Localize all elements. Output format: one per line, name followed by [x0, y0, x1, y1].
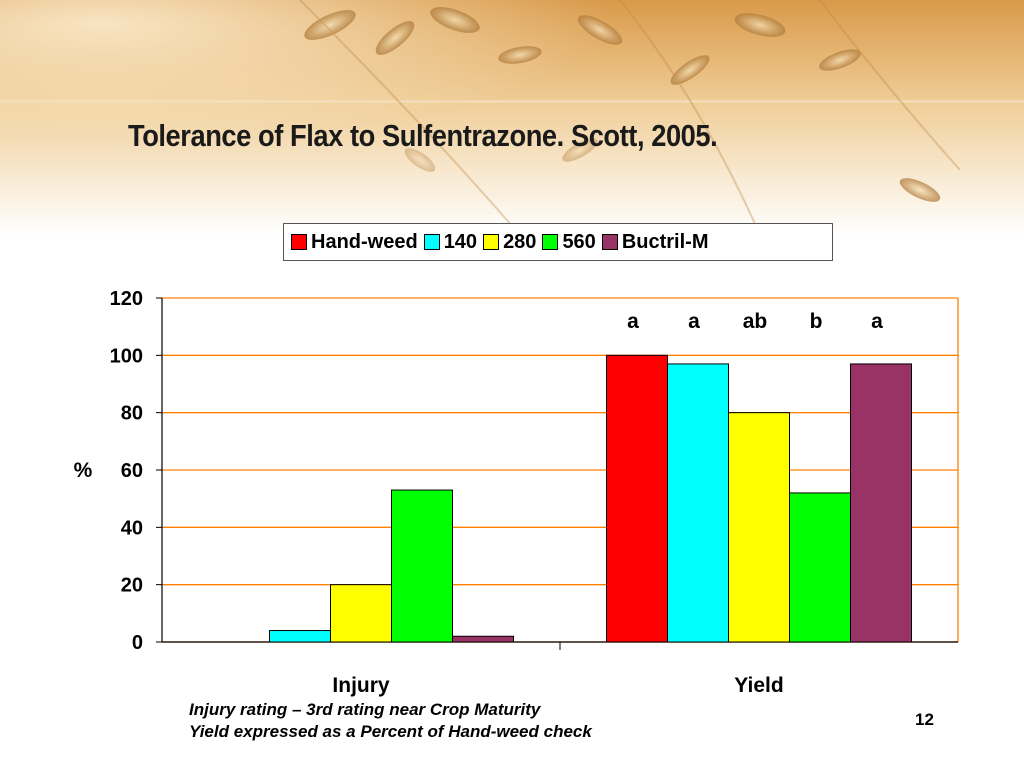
- y-tick-label: 80: [121, 403, 143, 425]
- y-tick-label: 100: [110, 345, 143, 367]
- significance-label: a: [627, 310, 639, 333]
- legend-label-560: 560: [562, 230, 596, 253]
- legend-item-140: 140: [423, 230, 478, 254]
- significance-label: b: [810, 310, 823, 333]
- legend-item-hand-weed: Hand-weed: [291, 231, 418, 254]
- legend-swatch-hand-weed: [291, 234, 307, 250]
- slide-title: Tolerance of Flax to Sulfentrazone. Scot…: [128, 118, 718, 153]
- bar-injury-560: [391, 489, 453, 643]
- legend-item-280: 280: [483, 231, 536, 254]
- chart-bars: [269, 354, 912, 643]
- bar-injury-140: [269, 630, 331, 643]
- significance-label: ab: [743, 310, 768, 333]
- decorative-banner: [0, 0, 1024, 235]
- bar-yield-hand-weed: [606, 354, 668, 643]
- chart-gridlines: [156, 297, 959, 650]
- y-axis-label: %: [74, 459, 93, 482]
- legend-label-buctril-m: Buctril-M: [621, 230, 709, 253]
- y-tick-label: 0: [132, 632, 143, 654]
- x-category-label: Yield: [734, 674, 783, 697]
- bar-yield-140: [667, 363, 729, 643]
- bar-injury-buctril-m: [452, 635, 514, 643]
- bar-yield-560: [789, 492, 851, 643]
- significance-label: a: [688, 310, 700, 333]
- chart-legend: Hand-weed 140 280 560 Buctril-M: [283, 223, 833, 261]
- legend-label-280: 280: [503, 230, 537, 253]
- x-category-label: Injury: [332, 674, 389, 697]
- legend-label-hand-weed: Hand-weed: [311, 230, 418, 253]
- page-number: 12: [915, 710, 934, 729]
- bar-yield-buctril-m: [850, 363, 912, 643]
- bar-yield-280: [728, 412, 790, 643]
- legend-swatch-buctril-m: [601, 234, 618, 250]
- legend-swatch-560: [542, 234, 559, 250]
- chart-text: 0 20 40 60 80 100 120% Injury Yield a a ab b a: [74, 288, 884, 697]
- y-tick-label: 20: [121, 575, 143, 597]
- y-tick-label: 120: [110, 288, 143, 310]
- footnote-injury: Injury rating – 3rd rating near Crop Mat…: [189, 700, 541, 719]
- y-tick-label: 60: [121, 460, 143, 482]
- significance-label: a: [871, 310, 883, 333]
- legend-item-560: 560: [542, 230, 596, 254]
- y-tick-label: 40: [121, 517, 143, 539]
- legend-item-buctril-m: Buctril-M: [601, 230, 709, 254]
- bar-injury-280: [330, 584, 392, 643]
- footnote-yield: Yield expressed as a Percent of Hand-wee…: [189, 722, 592, 741]
- legend-swatch-280: [483, 234, 500, 250]
- legend-swatch-140: [423, 234, 440, 250]
- legend-label-140: 140: [443, 230, 478, 253]
